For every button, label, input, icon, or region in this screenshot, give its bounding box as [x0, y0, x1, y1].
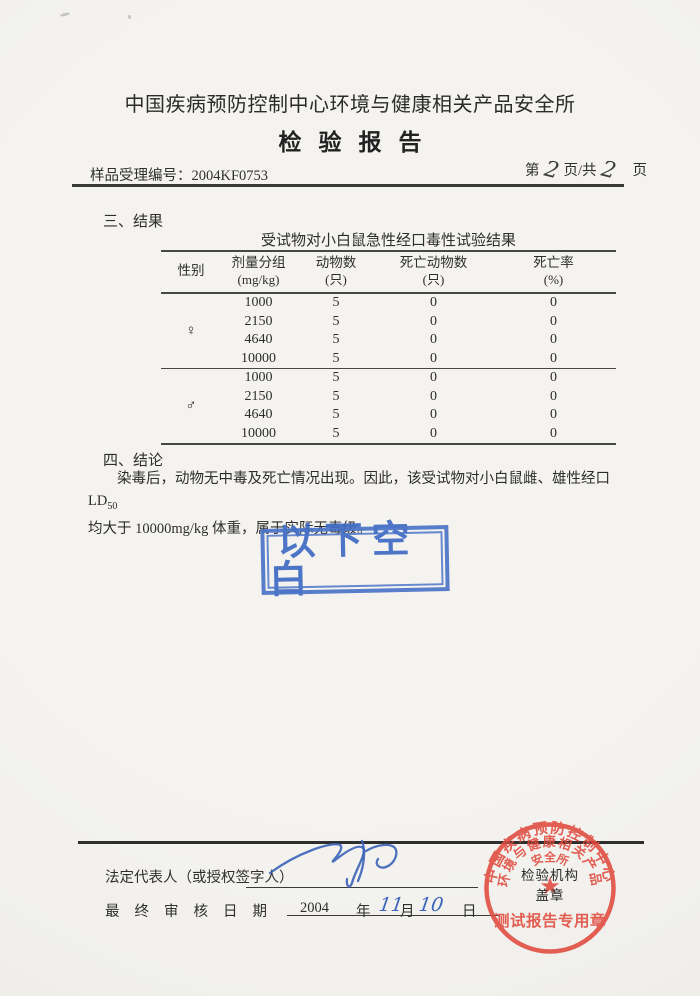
col-header-mortality: 死亡率 (%) — [533, 255, 574, 287]
cell-mortality: 0 — [550, 370, 557, 386]
conclusion-section-label: 四、结论 — [103, 453, 164, 469]
scan-artifact — [128, 15, 131, 19]
conclusion-paragraph: 染毒后，动物无中毒及死亡情况出现。因此，该受试物对小白鼠雌、雄性经口 LD50 … — [88, 468, 622, 540]
cell-deaths: 0 — [430, 295, 437, 311]
ld50-subscript: 50 — [107, 500, 118, 512]
sample-number-value: 2004KF0753 — [191, 168, 269, 184]
conclusion-line2: 均大于 10000mg/kg 体重，属于实际无毒级。 — [88, 520, 372, 537]
cell-deaths: 0 — [430, 350, 437, 366]
legal-representative-label: 法定代表人（或授权签字人） — [105, 870, 294, 886]
cell-deaths: 0 — [430, 370, 437, 386]
handwritten-page-number: 2 — [541, 156, 561, 185]
handwritten-signature — [268, 839, 398, 888]
page-prefix: 第 — [525, 163, 540, 179]
inspection-institution-seal: 中国疾病预防控制中心 环境与健康相关产品 安全所 ★ 测试报告专用章 检验机构 … — [481, 818, 616, 954]
blank-below-stamp-frame: 以下空白 — [266, 519, 444, 602]
female-group: ♀ 1000 5 0 0 2150 5 0 0 4640 5 0 0 10000… — [161, 293, 616, 369]
cell-animals: 5 — [332, 332, 340, 348]
seal-field-label-line1: 检验机构 — [521, 868, 579, 883]
review-year-value: 2004 — [300, 900, 329, 916]
year-unit: 年 — [356, 904, 371, 920]
cell-animals: 5 — [332, 350, 340, 366]
seal-ring — [484, 822, 616, 954]
page-separator: 页/共 — [563, 163, 597, 179]
sample-number-label: 样品受理编号： — [90, 168, 192, 184]
cell-animals: 5 — [332, 370, 340, 386]
blank-below-stamp-text: 以下空白 — [268, 518, 420, 602]
table-row: 2150 5 0 0 — [161, 313, 616, 332]
review-date-label: 最终审核日期 — [105, 904, 282, 920]
cell-dose: 2150 — [244, 313, 273, 329]
table-title: 受试物对小白鼠急性经口毒性试验结果 — [260, 233, 516, 249]
handwritten-day-value: 10 — [417, 894, 445, 916]
cell-mortality: 0 — [550, 350, 557, 366]
col-header-dose: 剂量分组 (mg/kg) — [231, 255, 286, 287]
table-row: ♂ 1000 5 0 0 — [161, 369, 616, 413]
cell-animals: 5 — [332, 425, 340, 441]
col-header-deaths: 死亡动物数 (只) — [399, 255, 468, 287]
cell-animals: 5 — [332, 407, 340, 423]
cell-mortality: 0 — [550, 295, 557, 311]
date-line — [287, 915, 500, 916]
report-title: 检验报告 — [278, 130, 439, 155]
cell-deaths: 0 — [430, 332, 437, 348]
organization-title: 中国疾病预防控制中心环境与健康相关产品安全所 — [124, 94, 576, 116]
month-unit: 月 — [400, 904, 415, 920]
header-divider — [72, 184, 624, 187]
col-header-animals: 动物数 (只) — [315, 255, 357, 287]
cell-deaths: 0 — [430, 388, 437, 404]
cell-mortality: 0 — [550, 313, 557, 329]
cell-mortality: 0 — [550, 388, 557, 404]
table-row: 10000 5 0 0 — [161, 350, 616, 369]
cell-dose: 4640 — [244, 332, 273, 348]
seal-field-label-line2: 盖章 — [536, 887, 565, 903]
signature-line — [246, 887, 478, 888]
cell-dose: 1000 — [244, 370, 273, 386]
results-table: 性别 剂量分组 (mg/kg) 动物数 (只) 死亡动物数 (只) 死亡率 (%) ♀ … — [161, 250, 616, 446]
cell-dose: 4640 — [244, 407, 273, 423]
cell-mortality: 0 — [550, 332, 557, 348]
cell-dose: 10000 — [241, 350, 276, 366]
sample-number-row: 样品受理编号：2004KF0753 — [90, 164, 268, 185]
cell-deaths: 0 — [430, 425, 437, 441]
cell-mortality: 0 — [550, 425, 557, 441]
handwritten-total-pages: 2 — [598, 156, 618, 185]
female-symbol: ♀ — [185, 322, 197, 339]
table-row: 4640 5 0 0 — [161, 406, 616, 425]
day-unit: 日 — [462, 904, 477, 920]
cell-deaths: 0 — [430, 313, 437, 329]
blank-below-stamp: 以下空白 — [260, 519, 450, 602]
male-symbol: ♂ — [185, 397, 197, 414]
table-header: 性别 剂量分组 (mg/kg) 动物数 (只) 死亡动物数 (只) 死亡率 (%) — [161, 251, 616, 294]
page-suffix: 页 — [632, 163, 648, 179]
table-row: 10000 5 0 0 — [161, 425, 616, 445]
seal-arc-inner-text: 安全所 — [529, 850, 571, 869]
cell-mortality: 0 — [550, 407, 557, 423]
conclusion-line1: 染毒后，动物无中毒及死亡情况出现。因此，该受试物对小白鼠雌、雄性经口 LD50 — [88, 471, 610, 512]
star-icon: ★ — [539, 874, 561, 900]
seal-red-ink: 中国疾病预防控制中心 环境与健康相关产品 安全所 ★ 测试报告专用章 — [481, 818, 616, 954]
cell-animals: 5 — [332, 295, 340, 311]
footer-divider — [78, 841, 644, 844]
table-row: ♀ 1000 5 0 0 — [161, 293, 616, 338]
col-header-sex: 性别 — [177, 263, 205, 279]
cell-animals: 5 — [332, 388, 340, 404]
cell-dose: 10000 — [241, 425, 276, 441]
cell-dose: 2150 — [244, 388, 273, 404]
results-section-label: 三、结果 — [103, 214, 164, 230]
seal-bottom-text: 测试报告专用章 — [494, 911, 606, 930]
page-indicator: 第2 页/共2 页 — [525, 157, 648, 185]
male-group: ♂ 1000 5 0 0 2150 5 0 0 4640 5 0 0 10000… — [161, 369, 616, 445]
table-row: 2150 5 0 0 — [161, 388, 616, 407]
table-row: 4640 5 0 0 — [161, 331, 616, 350]
legal-representative-row: 法定代表人（或授权签字人） — [105, 866, 294, 887]
cell-animals: 5 — [332, 313, 340, 329]
scan-artifact — [59, 11, 71, 18]
cell-dose: 1000 — [244, 295, 273, 311]
cell-deaths: 0 — [430, 407, 437, 423]
